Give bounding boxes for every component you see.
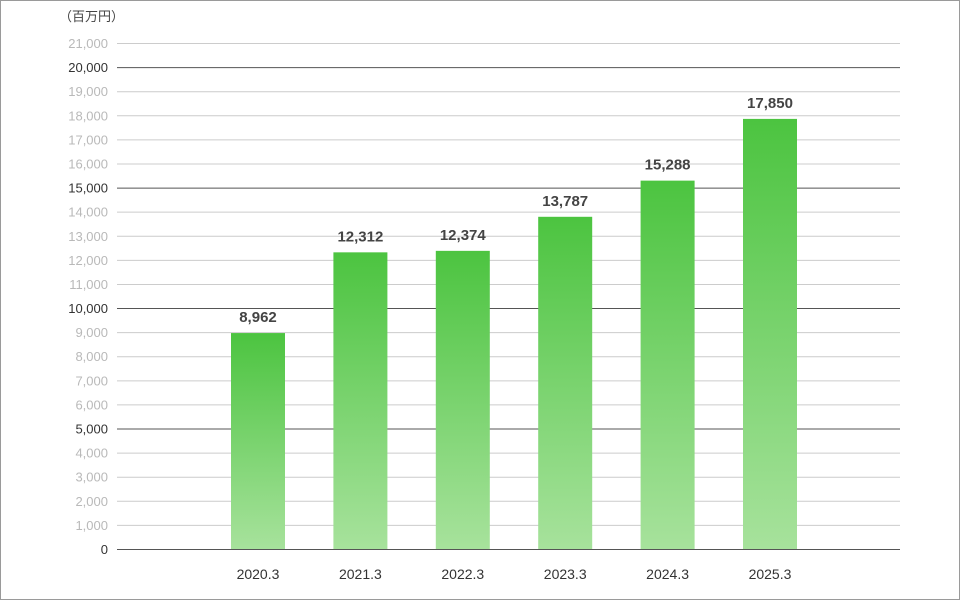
x-tick-label: 2024.3 [646,566,689,582]
unit-label: （百万円） [59,9,124,24]
bar-2022.3 [435,250,490,549]
y-tick-label: 17,000 [68,132,108,147]
y-tick-label: 19,000 [68,84,108,99]
y-tick-label: 16,000 [68,156,108,171]
data-label: 17,850 [747,95,793,112]
data-label: 13,787 [542,193,588,210]
y-tick-label: 0 [101,542,108,557]
y-tick-label: 6,000 [75,397,108,412]
x-tick-label: 2023.3 [544,566,587,582]
y-tick-label: 4,000 [75,446,108,461]
y-tick-label: 5,000 [75,422,108,437]
y-tick-label: 7,000 [75,373,108,388]
y-tick-label: 2,000 [75,494,108,509]
data-label: 8,962 [239,309,277,326]
bar-2025.3 [743,118,797,550]
y-tick-label: 10,000 [68,301,108,316]
y-tick-label: 18,000 [68,108,108,123]
y-tick-label: 3,000 [75,470,108,485]
x-axis-ticks: 2020.3 2021.3 2022.3 2023.3 2024.3 2025.3 [237,566,792,582]
bar-2020.3 [231,333,285,549]
x-tick-label: 2020.3 [237,566,280,582]
y-tick-label: 1,000 [75,518,108,533]
x-tick-label: 2022.3 [441,566,484,582]
bars [231,118,797,550]
y-tick-label: 9,000 [75,325,108,340]
data-label: 12,312 [337,228,383,245]
x-tick-label: 2025.3 [749,566,792,582]
bar-2023.3 [538,216,593,549]
y-tick-label: 11,000 [69,277,108,292]
x-tick-label: 2021.3 [339,566,382,582]
y-tick-label: 15,000 [68,181,108,196]
y-tick-label: 14,000 [68,205,108,220]
data-label: 12,374 [440,227,487,244]
bar-2021.3 [333,252,388,550]
data-labels: 8,962 12,312 12,374 13,787 15,288 17,850 [239,95,793,326]
y-tick-label: 13,000 [68,229,108,244]
data-label: 15,288 [645,157,691,174]
bar-2024.3 [640,180,695,549]
y-tick-label: 21,000 [68,36,108,51]
y-tick-label: 12,000 [68,253,108,268]
y-axis-ticks: 0 1,000 2,000 3,000 4,000 5,000 6,000 7,000 8,00… [68,36,108,557]
y-tick-label: 20,000 [68,60,108,75]
y-tick-label: 8,000 [75,349,108,364]
